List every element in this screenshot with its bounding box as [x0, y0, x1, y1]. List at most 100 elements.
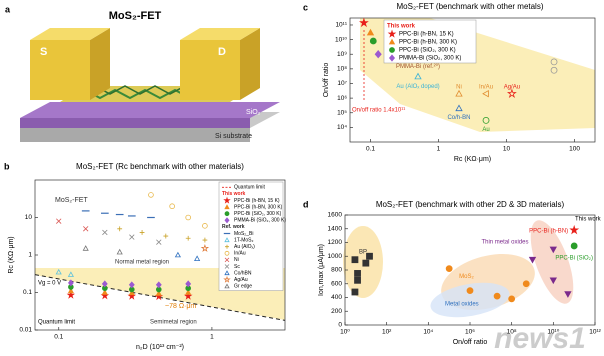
point-label: PPC-Bi (h-BN)	[529, 229, 568, 235]
marker	[528, 256, 537, 264]
marker	[354, 276, 361, 284]
marker	[139, 230, 145, 235]
point-label: MoS₂	[459, 274, 474, 280]
x-tick-label: 10⁶	[465, 329, 475, 336]
legend-swatch	[224, 211, 230, 217]
marker	[82, 245, 89, 251]
legend-label: In/Au	[234, 251, 246, 257]
marker	[564, 291, 572, 298]
annotation: On/off ratio 1.4x10¹¹	[352, 108, 405, 114]
marker	[493, 292, 501, 300]
legend-label: PMMA-Bi (SiO₂, 300 K)	[234, 218, 286, 224]
marker	[128, 289, 135, 296]
legend-label: Quantum limit	[234, 185, 265, 191]
y-tick-label: 1	[28, 252, 32, 259]
point-label: PMMA-Bi (ref.²⁰)	[396, 63, 440, 70]
marker	[506, 88, 517, 98]
y-tick-label: 0.1	[23, 289, 32, 296]
marker	[466, 287, 474, 295]
marker	[83, 226, 89, 232]
marker	[362, 259, 370, 267]
y-tick-label: 10⁹	[337, 51, 347, 58]
y-tick-label: 400	[331, 294, 342, 301]
legend-swatch	[223, 275, 231, 283]
marker	[522, 280, 530, 288]
marker	[366, 252, 373, 260]
si-substrate-side	[20, 128, 250, 142]
x-tick-label: 100	[569, 146, 580, 153]
y-tick-label: 10⁶	[337, 95, 347, 102]
legend-swatch	[224, 217, 230, 224]
marker	[374, 49, 382, 59]
y-tick-label: 10	[25, 214, 33, 221]
legend-box	[383, 19, 477, 64]
marker	[369, 37, 377, 45]
legend-label: Au (AlOₓ)	[234, 244, 255, 250]
panel-label: b	[4, 161, 10, 171]
legend-label: PPC-Bi (h-BN, 300 K)	[234, 204, 283, 210]
y-tick-label: 10¹⁰	[335, 36, 347, 43]
marker	[549, 246, 557, 254]
annotation: Metal oxides	[445, 302, 479, 308]
y-tick-label: 1400	[328, 225, 343, 232]
point-label: Au	[482, 127, 489, 133]
marker	[117, 226, 123, 232]
marker	[351, 256, 359, 264]
marker	[101, 280, 108, 288]
marker	[354, 270, 361, 277]
watermark: news1	[494, 322, 586, 355]
legend-label: PPC-Bi (SiO₂, 300 K)	[234, 211, 282, 217]
x-axis-label: On/off ratio	[453, 339, 488, 346]
y-tick-label: 1600	[328, 212, 343, 219]
y-tick-label: 0	[338, 322, 342, 329]
legend-swatch	[224, 283, 230, 289]
legend-swatch	[388, 54, 396, 62]
drain-label: D	[218, 46, 226, 58]
legend-label: 1T-MoS₂	[234, 237, 254, 243]
x-tick-label: 10¹⁰	[547, 329, 559, 336]
legend-label: Ag/Au	[234, 277, 248, 283]
marker	[482, 116, 490, 124]
point-label: Thin metal oxides	[481, 239, 528, 245]
marker	[185, 214, 191, 221]
marker	[185, 289, 192, 295]
x-tick-label: 10⁸	[507, 329, 517, 336]
panel-a: a MoS₂-FET S D SiO₂ Si substrate	[5, 4, 280, 142]
source-electrode-top	[30, 28, 110, 40]
legend-group: This work	[222, 191, 246, 197]
x-tick-label: 10¹²	[589, 329, 601, 336]
marker	[174, 251, 181, 258]
marker	[67, 271, 74, 277]
marker	[351, 288, 359, 296]
annotation: MoS₂-FET	[55, 197, 88, 204]
marker	[185, 235, 191, 241]
source-electrode	[30, 40, 90, 100]
legend-swatch	[224, 264, 230, 269]
legend-swatch	[224, 270, 230, 276]
marker	[194, 255, 201, 262]
shaded-region	[430, 282, 510, 318]
shaded-region	[530, 220, 574, 304]
legend-swatch	[387, 29, 397, 38]
marker	[155, 281, 162, 289]
panel-label: a	[5, 4, 11, 14]
legend-swatch	[224, 204, 230, 210]
marker	[550, 66, 558, 74]
legend-label: Ni	[234, 257, 239, 263]
panel-label: c	[303, 2, 308, 12]
annotation: This work	[575, 217, 602, 223]
marker	[366, 28, 375, 36]
marker	[102, 229, 108, 236]
substrate-label: Si substrate	[215, 133, 252, 140]
panel-label: d	[303, 199, 309, 209]
source-electrode-side	[90, 28, 110, 100]
marker	[116, 248, 123, 255]
marker	[455, 89, 463, 97]
legend-label: Gr edge	[234, 284, 252, 290]
annotation: ~78 Ω·μm	[165, 303, 196, 310]
source-label: S	[40, 46, 47, 58]
drain-electrode	[180, 40, 240, 100]
x-tick-label: 0.1	[366, 146, 375, 153]
marker	[202, 237, 208, 243]
